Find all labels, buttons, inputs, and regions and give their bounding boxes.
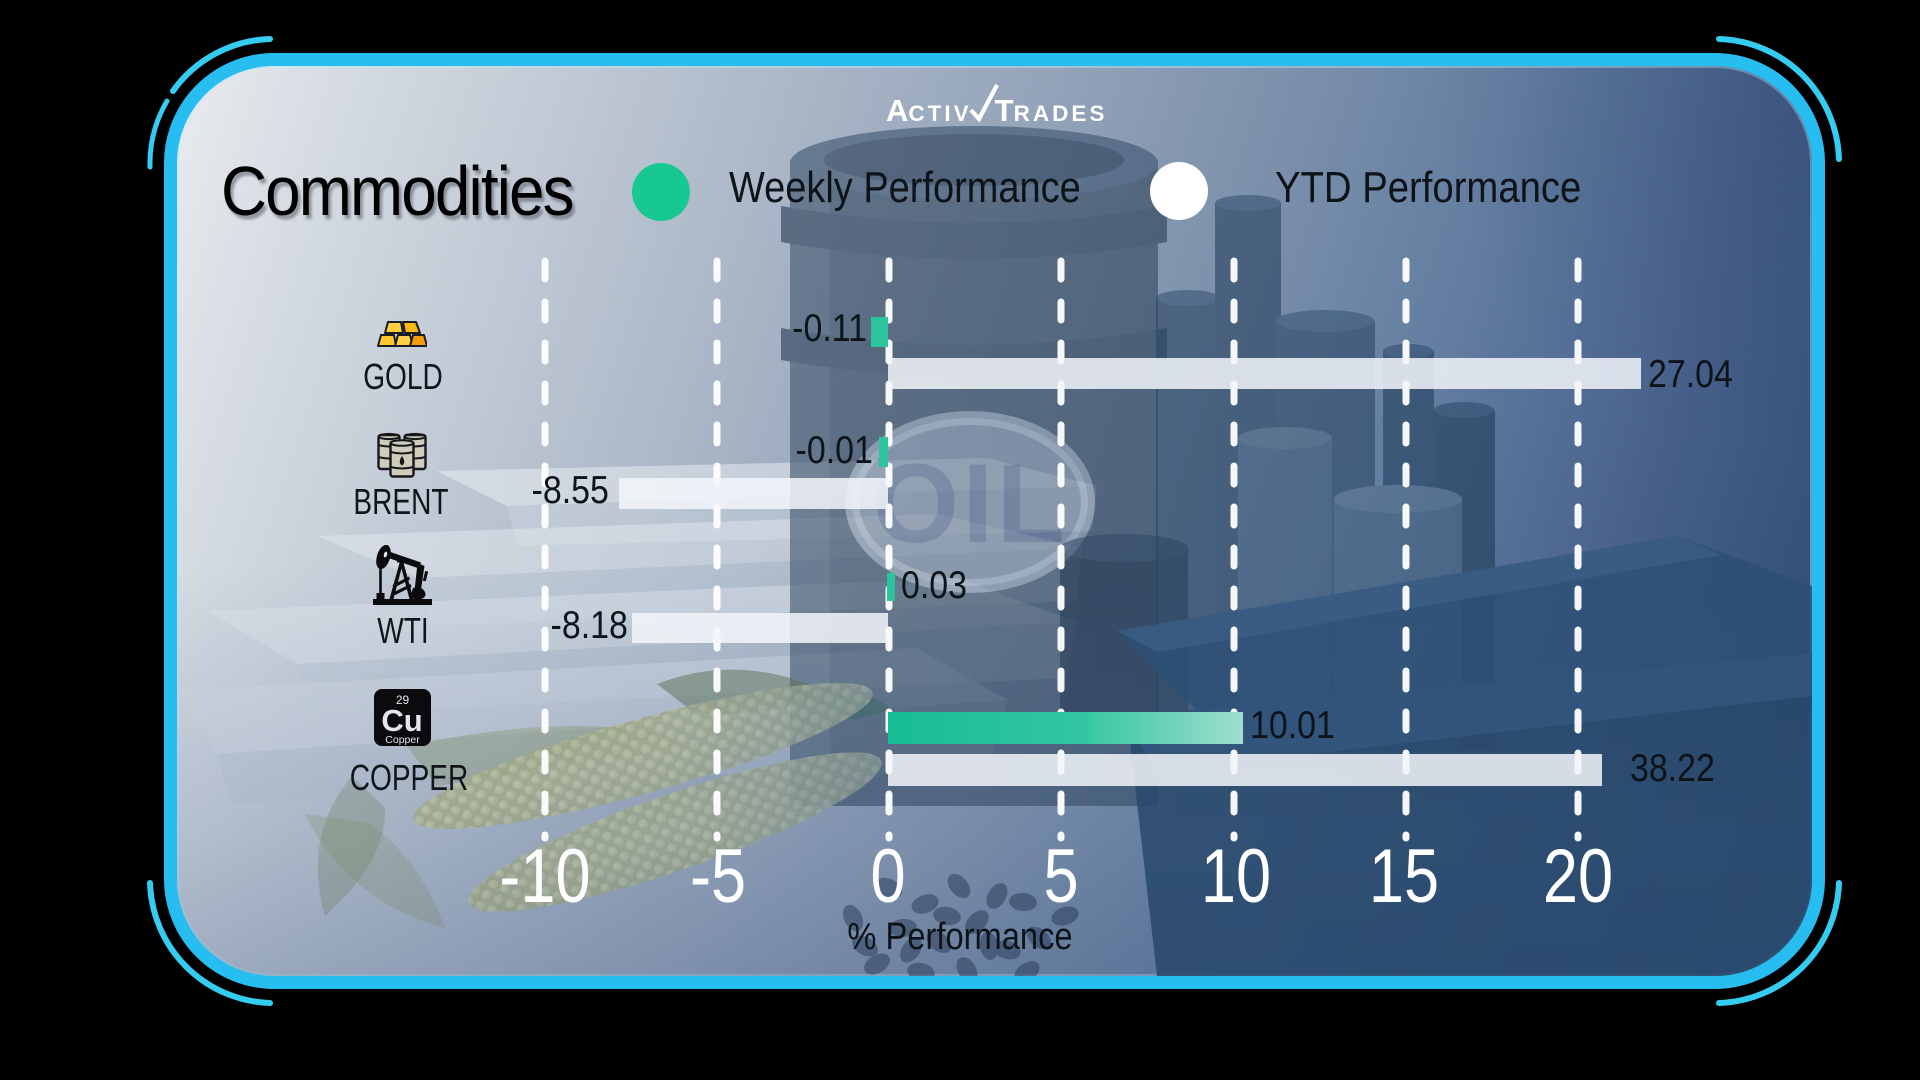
svg-text:Copper: Copper xyxy=(385,734,420,746)
svg-text:OIL: OIL xyxy=(872,441,1068,566)
svg-text:29: 29 xyxy=(396,693,410,707)
svg-text:Cu: Cu xyxy=(381,703,422,738)
